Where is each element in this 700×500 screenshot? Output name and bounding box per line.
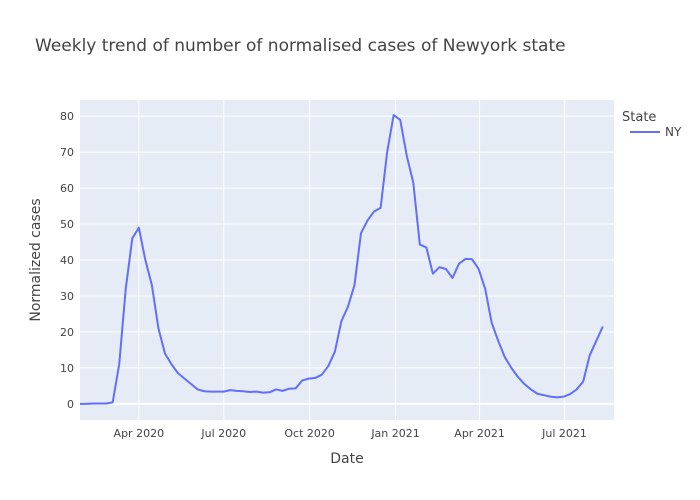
grid <box>80 100 614 420</box>
legend-title: State <box>622 110 656 125</box>
y-tick-label: 80 <box>60 110 74 123</box>
x-tick-label: Apr 2020 <box>114 427 165 440</box>
x-tick-label: Apr 2021 <box>454 427 505 440</box>
y-tick-label: 20 <box>60 326 74 339</box>
y-axis-label: Normalized cases <box>28 198 44 321</box>
x-tick-label: Jan 2021 <box>370 427 419 440</box>
series-line-ny <box>80 114 604 405</box>
x-tick-label: Jul 2021 <box>541 427 587 440</box>
legend: State NY <box>622 110 682 139</box>
y-tick-label: 50 <box>60 218 74 231</box>
chart-title: Weekly trend of number of normalised cas… <box>35 36 566 56</box>
y-tick-label: 10 <box>60 362 74 375</box>
y-tick-label: 0 <box>67 398 74 411</box>
x-tick-labels: Apr 2020 Jul 2020 Oct 2020 Jan 2021 Apr 2021… <box>114 427 587 440</box>
y-tick-label: 70 <box>60 146 74 159</box>
y-tick-label: 30 <box>60 290 74 303</box>
series-lines <box>80 114 604 405</box>
y-tick-label: 60 <box>60 182 74 195</box>
x-tick-label: Oct 2020 <box>284 427 335 440</box>
legend-label[interactable]: NY <box>665 125 682 139</box>
y-tick-label: 40 <box>60 254 74 267</box>
x-axis-label: Date <box>330 451 363 467</box>
x-tick-label: Jul 2020 <box>200 427 246 440</box>
y-tick-labels: 0 10 20 30 40 50 60 70 80 <box>60 110 74 411</box>
